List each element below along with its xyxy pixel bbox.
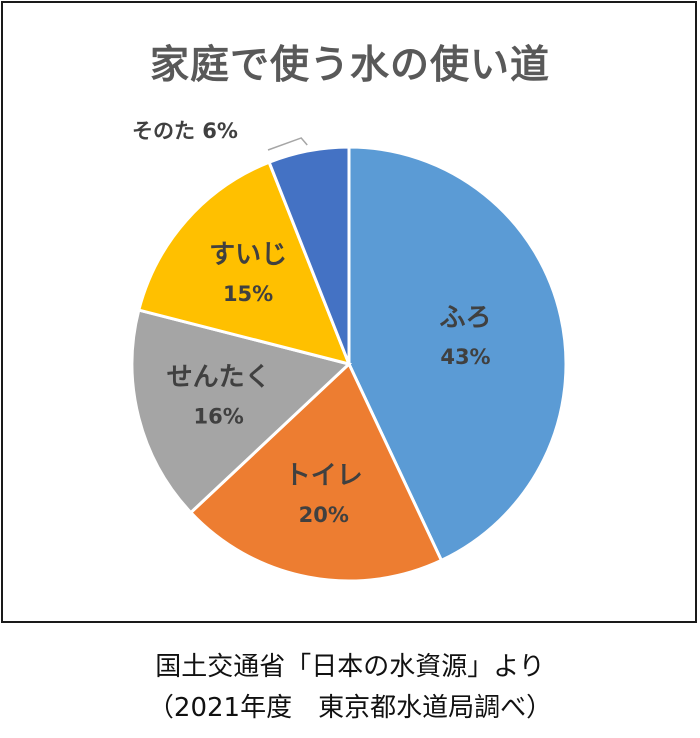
pie-slice-4 — [267, 145, 351, 365]
pie-slice-1 — [188, 361, 444, 583]
pie-chart: ふろ 43% トイレ 20% せんたく 16% すいじ 15% そのた 6% — [130, 119, 568, 583]
slice-outside-label: そのた 6% — [132, 119, 238, 143]
slice-percent-label: 20% — [299, 503, 349, 527]
leader-line — [267, 137, 308, 151]
pie-slice-0 — [347, 145, 568, 563]
source-line-1: 国土交通省「日本の水資源」より — [155, 652, 545, 682]
slice-category-label: せんたく — [167, 362, 271, 392]
pie-slice-3 — [136, 160, 352, 367]
slice-category-label: すいじ — [209, 240, 287, 270]
slice-category-label: ふろ — [439, 303, 491, 333]
chart-title: 家庭で使う水の使い道 — [149, 43, 550, 88]
slice-percent-label: 15% — [223, 282, 273, 306]
pie-slice-2 — [130, 308, 353, 515]
slice-percent-label: 16% — [194, 404, 244, 428]
slice-percent-label: 43% — [440, 345, 490, 369]
source-line-2: （2021年度 東京都水道局調べ） — [147, 693, 553, 723]
slice-category-label: トイレ — [285, 461, 363, 491]
